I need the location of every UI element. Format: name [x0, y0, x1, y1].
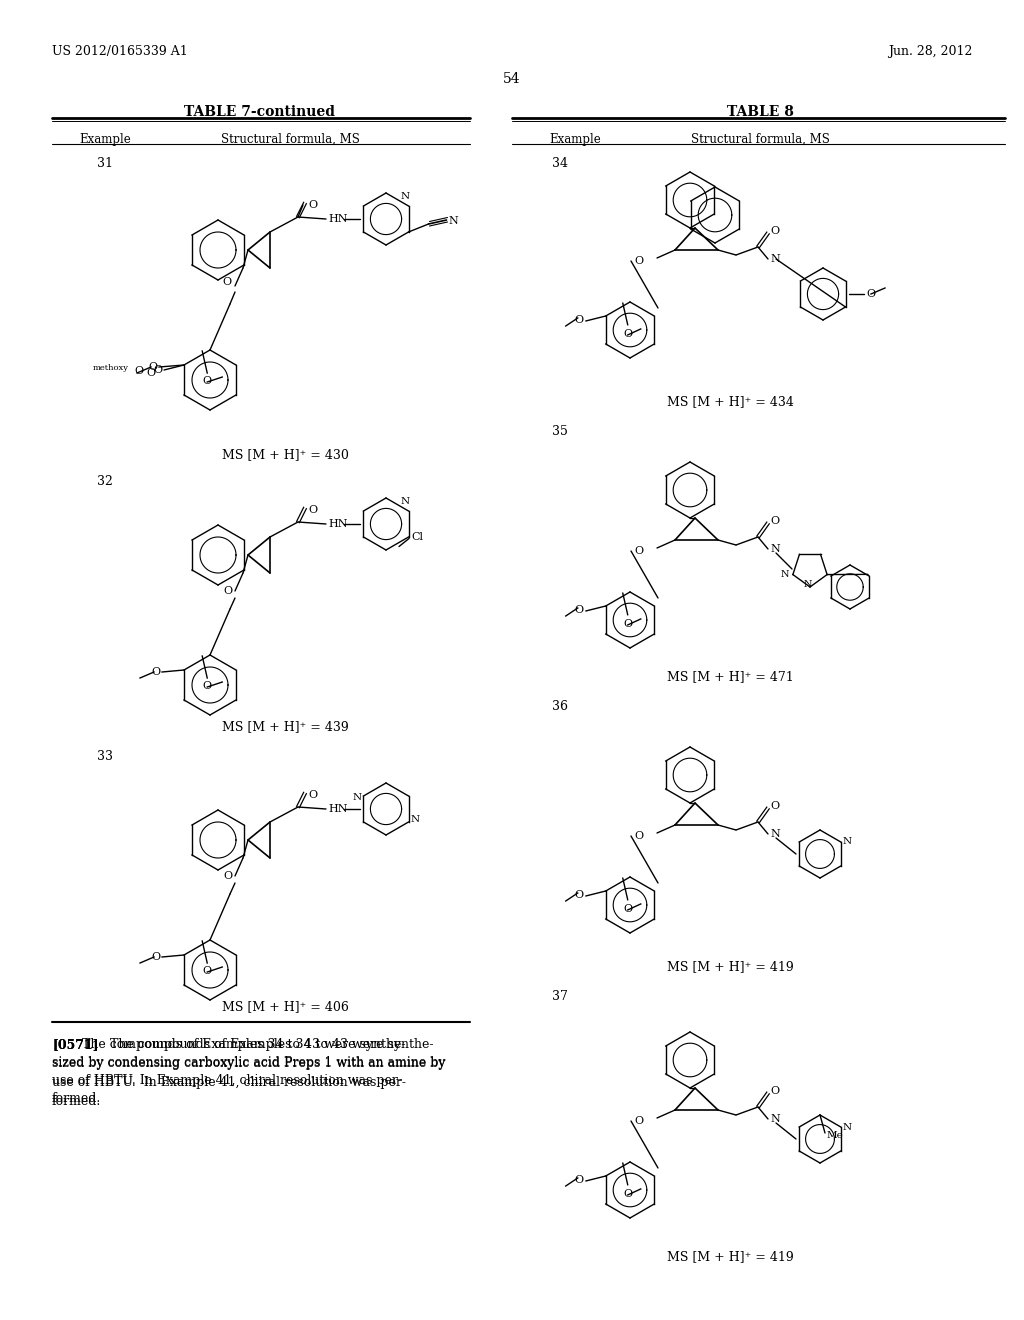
Text: Structural formula, MS: Structural formula, MS — [220, 133, 359, 147]
Text: O: O — [574, 315, 584, 325]
Text: The compounds of Examples 34 to 43 were synthe-: The compounds of Examples 34 to 43 were … — [94, 1038, 433, 1051]
Text: O: O — [223, 586, 232, 597]
Text: 35: 35 — [552, 425, 568, 438]
Text: N: N — [770, 829, 779, 840]
Text: O: O — [574, 890, 584, 900]
Text: 34: 34 — [552, 157, 568, 170]
Text: N: N — [770, 253, 779, 264]
Text: 37: 37 — [552, 990, 568, 1003]
Text: N: N — [401, 498, 411, 506]
Text: N: N — [449, 216, 459, 226]
Text: MS [M + H]⁺ = 419: MS [M + H]⁺ = 419 — [667, 1250, 794, 1263]
Text: O: O — [770, 801, 779, 810]
Text: formed.: formed. — [52, 1092, 101, 1105]
Text: [0571]: [0571] — [52, 1038, 98, 1051]
Text: N: N — [804, 579, 812, 589]
Text: N: N — [843, 1122, 852, 1131]
Text: MS [M + H]⁺ = 406: MS [M + H]⁺ = 406 — [221, 1001, 348, 1012]
Text: MS [M + H]⁺ = 419: MS [M + H]⁺ = 419 — [667, 960, 794, 973]
Text: O: O — [770, 516, 779, 525]
Text: O: O — [308, 506, 317, 515]
Text: Structural formula, MS: Structural formula, MS — [690, 133, 829, 147]
Text: O: O — [574, 605, 584, 615]
Text: MS [M + H]⁺ = 471: MS [M + H]⁺ = 471 — [667, 671, 794, 682]
Text: O: O — [151, 667, 160, 677]
Text: O: O — [770, 226, 779, 236]
Text: MS [M + H]⁺ = 430: MS [M + H]⁺ = 430 — [221, 447, 348, 461]
Text: TABLE 7-continued: TABLE 7-continued — [184, 106, 336, 119]
Text: O: O — [147, 362, 157, 372]
Text: N: N — [401, 191, 411, 201]
Text: O: O — [635, 256, 643, 267]
Text: O: O — [770, 1086, 779, 1096]
Text: formed.: formed. — [52, 1096, 101, 1107]
Text: O: O — [308, 789, 317, 800]
Text: use of HBTU.  In Example 41, chiral resolution was per-: use of HBTU. In Example 41, chiral resol… — [52, 1076, 406, 1089]
Text: O: O — [624, 619, 632, 628]
Text: Me: Me — [827, 1131, 844, 1140]
Text: O: O — [222, 277, 231, 286]
Text: 32: 32 — [97, 475, 113, 488]
Text: MS [M + H]⁺ = 434: MS [M + H]⁺ = 434 — [667, 395, 794, 408]
Text: [0571]: [0571] — [52, 1038, 98, 1051]
Text: 31: 31 — [97, 157, 113, 170]
Text: O: O — [635, 546, 643, 556]
Text: N: N — [843, 837, 852, 846]
Text: Example: Example — [79, 133, 131, 147]
Text: O: O — [223, 871, 232, 880]
Text: methoxy: methoxy — [93, 364, 129, 372]
Text: O: O — [146, 368, 156, 378]
Text: HN: HN — [328, 519, 347, 529]
Text: Jun. 28, 2012: Jun. 28, 2012 — [888, 45, 972, 58]
Text: $\mathdefault{O}$: $\mathdefault{O}$ — [134, 364, 144, 376]
Text: Example: Example — [549, 133, 601, 147]
Text: 54: 54 — [503, 73, 521, 86]
Text: sized by condensing carboxylic acid Preps 1 with an amine by: sized by condensing carboxylic acid Prep… — [52, 1057, 445, 1071]
Text: TABLE 8: TABLE 8 — [727, 106, 794, 119]
Text: Cl: Cl — [411, 532, 423, 541]
Text: sized by condensing carboxylic acid Preps 1 with an amine by: sized by condensing carboxylic acid Prep… — [52, 1056, 445, 1069]
Text: N: N — [352, 793, 361, 803]
Text: N: N — [780, 570, 788, 579]
Text: O: O — [308, 201, 317, 210]
Text: N: N — [770, 544, 779, 554]
Text: N: N — [770, 1114, 779, 1125]
Text: The compounds of Examples 34 to 43 were synthe-: The compounds of Examples 34 to 43 were … — [70, 1038, 406, 1051]
Text: use of HBTU. In Example 41, chiral resolution was per-: use of HBTU. In Example 41, chiral resol… — [52, 1074, 402, 1086]
Text: O: O — [624, 904, 632, 913]
Text: O: O — [203, 681, 212, 692]
Text: O: O — [574, 1175, 584, 1185]
Text: O: O — [866, 289, 876, 300]
Text: MS [M + H]⁺ = 439: MS [M + H]⁺ = 439 — [221, 719, 348, 733]
Text: O: O — [624, 1189, 632, 1199]
Text: O: O — [635, 1115, 643, 1126]
Text: N: N — [411, 816, 420, 825]
Text: O: O — [203, 966, 212, 975]
Text: 33: 33 — [97, 750, 113, 763]
Text: HN: HN — [328, 804, 347, 814]
Text: O: O — [153, 366, 162, 375]
Text: O: O — [635, 832, 643, 841]
Text: O: O — [203, 376, 212, 385]
Text: US 2012/0165339 A1: US 2012/0165339 A1 — [52, 45, 187, 58]
Text: HN: HN — [328, 214, 347, 224]
Text: 36: 36 — [552, 700, 568, 713]
Text: O: O — [624, 329, 632, 339]
Text: O: O — [151, 952, 160, 962]
